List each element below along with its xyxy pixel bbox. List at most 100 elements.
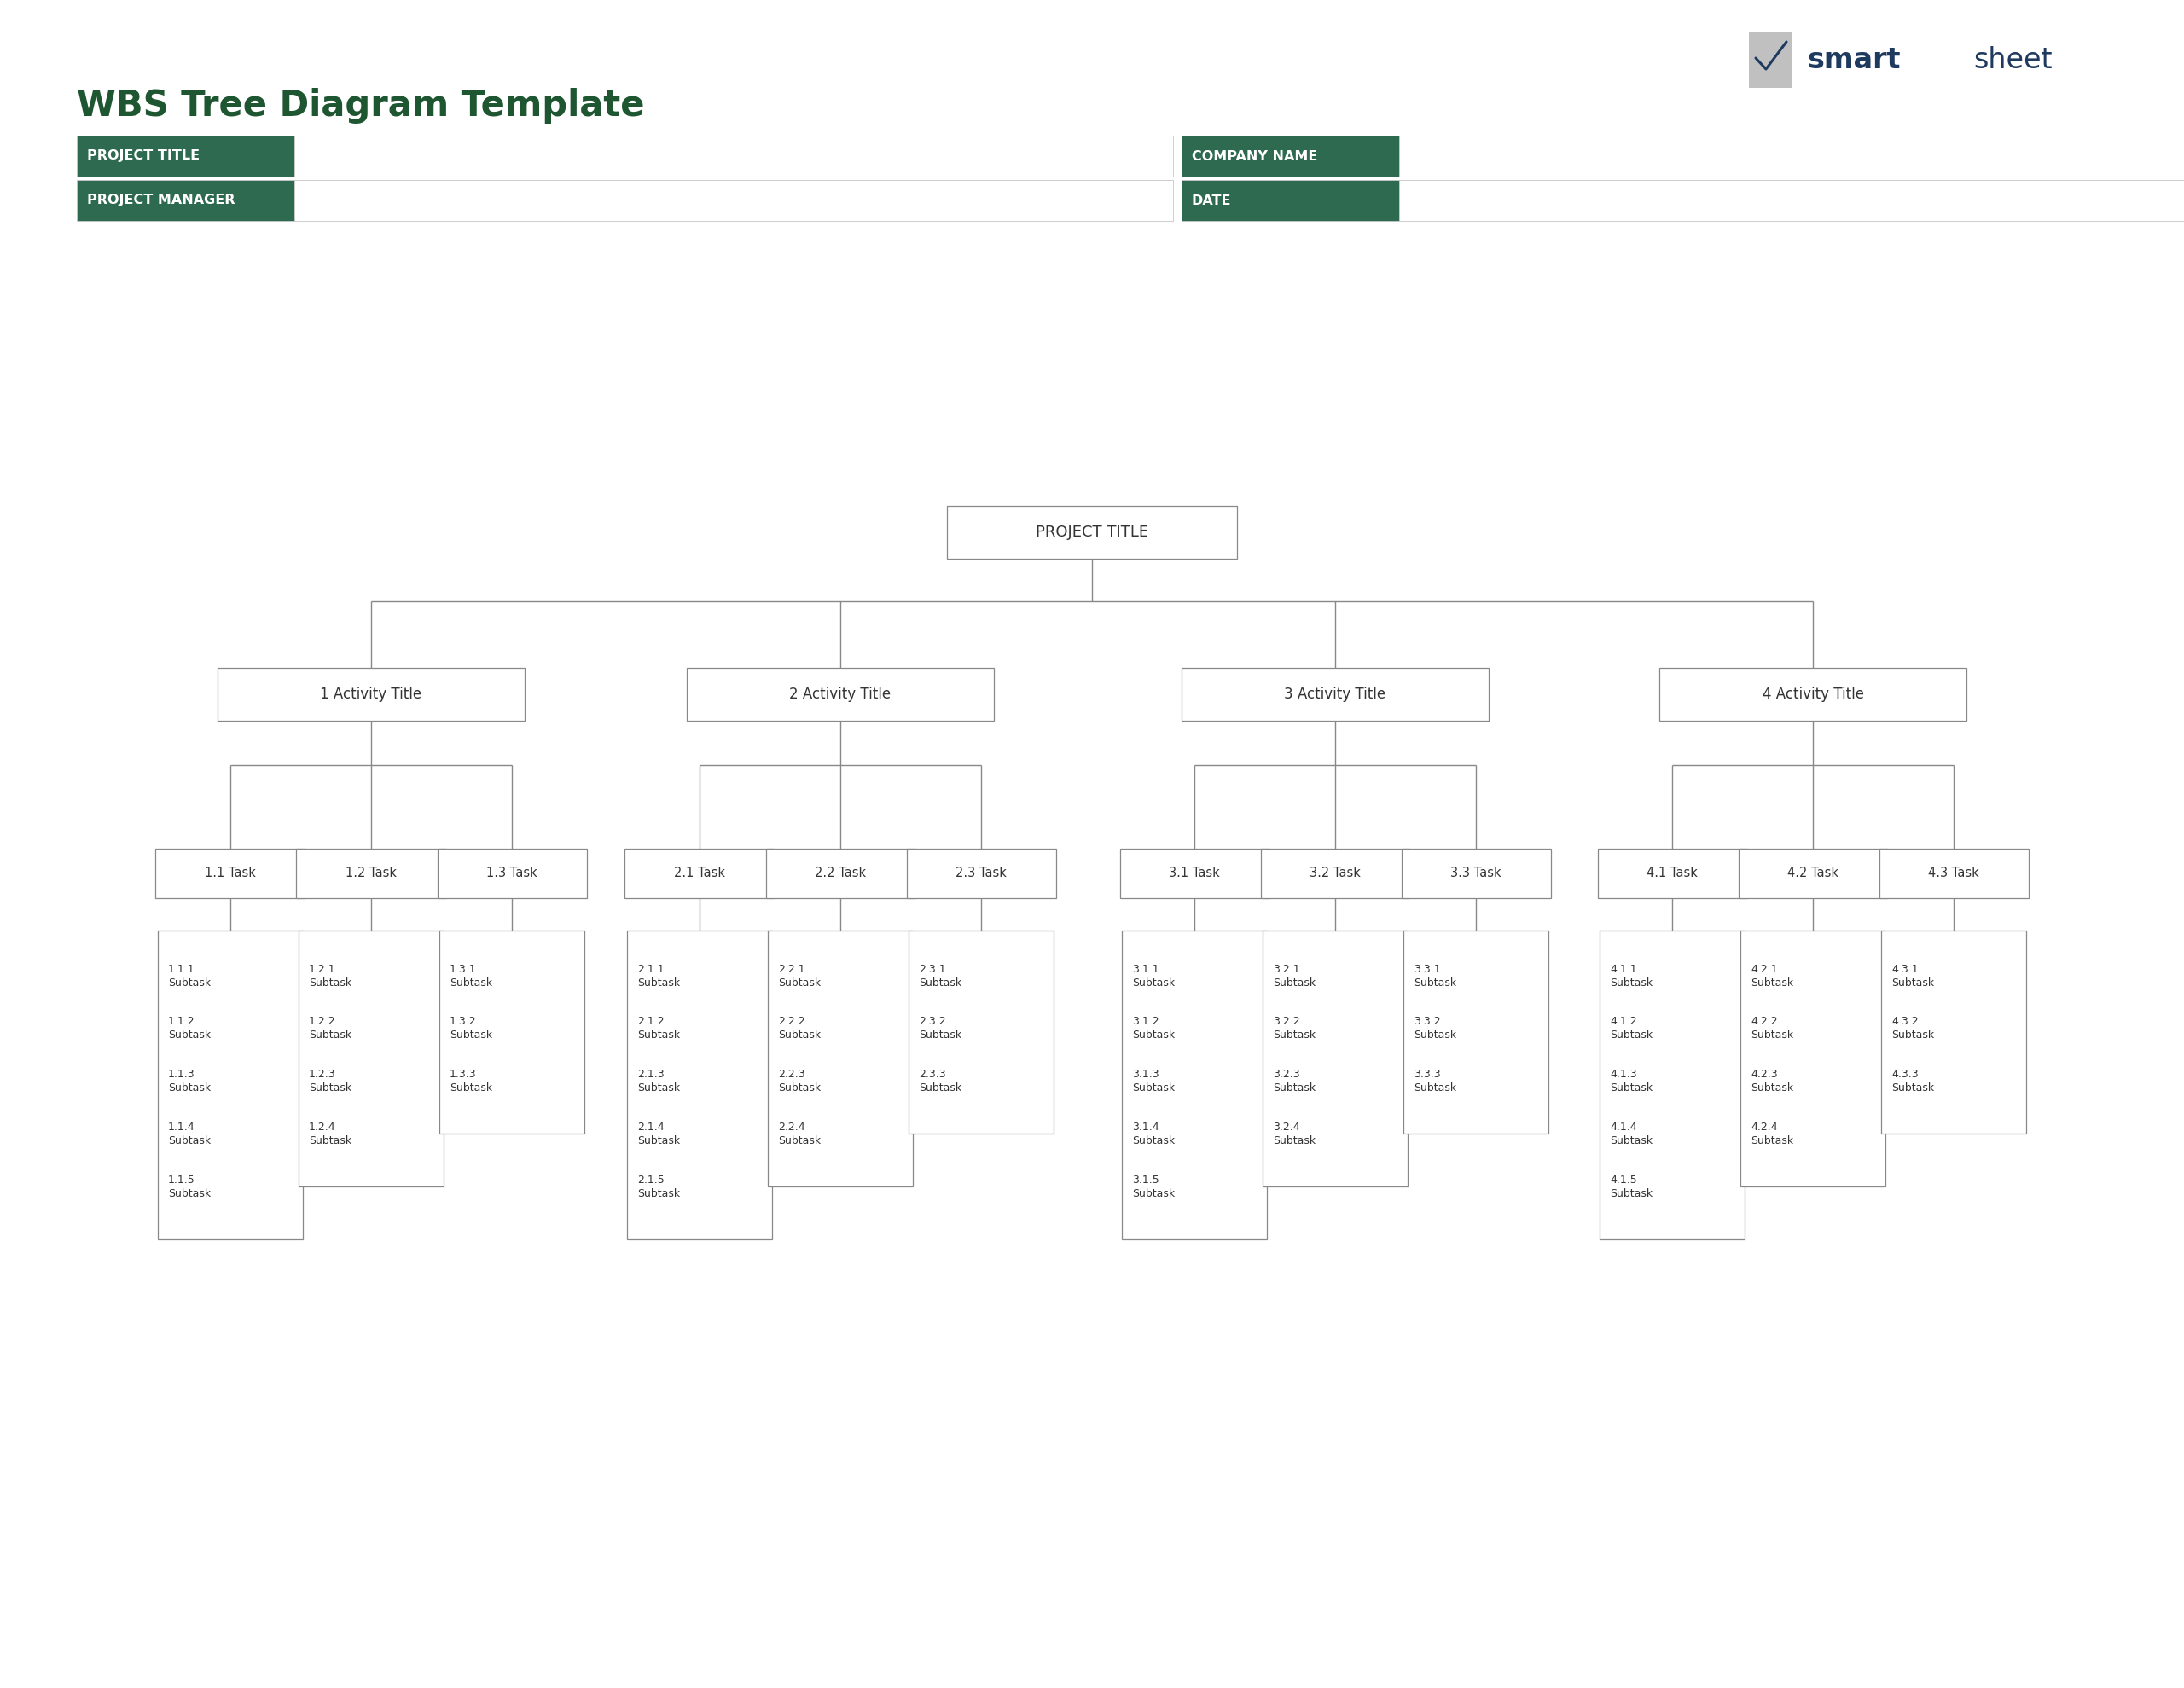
Bar xyxy=(906,849,1055,898)
Text: 4.3.2
Subtask: 4.3.2 Subtask xyxy=(1891,1016,1935,1041)
Bar xyxy=(437,849,587,898)
Text: 1.1 Task: 1.1 Task xyxy=(205,868,256,879)
Text: 2.3.1
Subtask: 2.3.1 Subtask xyxy=(919,964,961,987)
Text: 1.1.5
Subtask: 1.1.5 Subtask xyxy=(168,1175,212,1200)
Text: 1.1.3
Subtask: 1.1.3 Subtask xyxy=(168,1069,212,1094)
Text: 1.2 Task: 1.2 Task xyxy=(345,868,397,879)
Text: 2.1.4
Subtask: 2.1.4 Subtask xyxy=(638,1123,679,1146)
Text: COMPANY NAME: COMPANY NAME xyxy=(1192,150,1317,162)
Bar xyxy=(218,668,524,721)
Text: WBS Tree Diagram Template: WBS Tree Diagram Template xyxy=(76,88,644,123)
Text: 4.2.2
Subtask: 4.2.2 Subtask xyxy=(1752,1016,1793,1041)
Text: 4 Activity Title: 4 Activity Title xyxy=(1762,687,1863,702)
Bar xyxy=(295,135,1173,177)
Text: 1.1.2
Subtask: 1.1.2 Subtask xyxy=(168,1016,212,1041)
Text: 4.2 Task: 4.2 Task xyxy=(1787,868,1839,879)
Text: 3.2.2
Subtask: 3.2.2 Subtask xyxy=(1273,1016,1315,1041)
Text: 2.1.5
Subtask: 2.1.5 Subtask xyxy=(638,1175,679,1200)
Text: 1.2.4
Subtask: 1.2.4 Subtask xyxy=(308,1123,352,1146)
Text: 3.1.4
Subtask: 3.1.4 Subtask xyxy=(1131,1123,1175,1146)
Bar xyxy=(1404,930,1548,1134)
Bar xyxy=(948,506,1236,559)
Bar xyxy=(1123,930,1267,1239)
Bar xyxy=(1738,849,1887,898)
Text: 2.2.1
Subtask: 2.2.1 Subtask xyxy=(778,964,821,987)
Text: 4.1.2
Subtask: 4.1.2 Subtask xyxy=(1610,1016,1653,1041)
Text: 1.3 Task: 1.3 Task xyxy=(487,868,537,879)
Bar xyxy=(1878,849,2029,898)
Text: smart: smart xyxy=(1806,47,1900,74)
Text: 1.2.1
Subtask: 1.2.1 Subtask xyxy=(308,964,352,987)
Text: PROJECT MANAGER: PROJECT MANAGER xyxy=(87,194,236,208)
Text: 2.1.3
Subtask: 2.1.3 Subtask xyxy=(638,1069,679,1094)
Text: 4.1.3
Subtask: 4.1.3 Subtask xyxy=(1610,1069,1653,1094)
Text: 3.3.2
Subtask: 3.3.2 Subtask xyxy=(1413,1016,1457,1041)
Bar xyxy=(76,135,295,177)
Text: 3.2.4
Subtask: 3.2.4 Subtask xyxy=(1273,1123,1315,1146)
Bar xyxy=(155,849,306,898)
Text: 2.3.2
Subtask: 2.3.2 Subtask xyxy=(919,1016,961,1041)
Bar xyxy=(627,930,773,1239)
Text: 1 Activity Title: 1 Activity Title xyxy=(321,687,422,702)
Text: 3.1.1
Subtask: 3.1.1 Subtask xyxy=(1131,964,1175,987)
Bar xyxy=(1182,668,1489,721)
Text: 1.3.1
Subtask: 1.3.1 Subtask xyxy=(450,964,491,987)
Text: 1.3.2
Subtask: 1.3.2 Subtask xyxy=(450,1016,491,1041)
Text: 4.1 Task: 4.1 Task xyxy=(1647,868,1697,879)
Bar xyxy=(767,849,915,898)
Text: 4.2.3
Subtask: 4.2.3 Subtask xyxy=(1752,1069,1793,1094)
Text: 2.3 Task: 2.3 Task xyxy=(957,868,1007,879)
Text: 3.2 Task: 3.2 Task xyxy=(1310,868,1361,879)
Text: 3.3 Task: 3.3 Task xyxy=(1450,868,1500,879)
Text: 1.2.2
Subtask: 1.2.2 Subtask xyxy=(308,1016,352,1041)
Text: 3.2.1
Subtask: 3.2.1 Subtask xyxy=(1273,964,1315,987)
Bar xyxy=(1120,849,1269,898)
Bar xyxy=(1262,930,1409,1187)
Bar xyxy=(297,849,446,898)
Text: 3 Activity Title: 3 Activity Title xyxy=(1284,687,1387,702)
Text: 2.2.3
Subtask: 2.2.3 Subtask xyxy=(778,1069,821,1094)
Bar xyxy=(1260,849,1411,898)
Text: 2.2.4
Subtask: 2.2.4 Subtask xyxy=(778,1123,821,1146)
Bar xyxy=(1749,32,1791,88)
Bar xyxy=(439,930,585,1134)
Bar xyxy=(1400,135,2184,177)
Text: PROJECT TITLE: PROJECT TITLE xyxy=(87,150,199,162)
Text: 4.2.4
Subtask: 4.2.4 Subtask xyxy=(1752,1123,1793,1146)
Bar xyxy=(769,930,913,1187)
Text: 2.1.2
Subtask: 2.1.2 Subtask xyxy=(638,1016,679,1041)
Text: 1.3.3
Subtask: 1.3.3 Subtask xyxy=(450,1069,491,1094)
Text: 2.2.2
Subtask: 2.2.2 Subtask xyxy=(778,1016,821,1041)
Bar xyxy=(1660,668,1966,721)
Text: 3.3.3
Subtask: 3.3.3 Subtask xyxy=(1413,1069,1457,1094)
Text: 4.1.1
Subtask: 4.1.1 Subtask xyxy=(1610,964,1653,987)
Bar xyxy=(909,930,1053,1134)
Text: 2.3.3
Subtask: 2.3.3 Subtask xyxy=(919,1069,961,1094)
Text: 3.1.5
Subtask: 3.1.5 Subtask xyxy=(1131,1175,1175,1200)
Bar xyxy=(1741,930,1885,1187)
Text: 1.2.3
Subtask: 1.2.3 Subtask xyxy=(308,1069,352,1094)
Text: 1.1.1
Subtask: 1.1.1 Subtask xyxy=(168,964,212,987)
Text: 3.2.3
Subtask: 3.2.3 Subtask xyxy=(1273,1069,1315,1094)
Bar xyxy=(1402,849,1551,898)
Bar xyxy=(1880,930,2027,1134)
Bar xyxy=(1182,135,1400,177)
Text: DATE: DATE xyxy=(1192,194,1232,208)
Bar xyxy=(1599,930,1745,1239)
Text: 3.1.3
Subtask: 3.1.3 Subtask xyxy=(1131,1069,1175,1094)
Text: 4.1.4
Subtask: 4.1.4 Subtask xyxy=(1610,1123,1653,1146)
Text: PROJECT TITLE: PROJECT TITLE xyxy=(1035,525,1149,540)
Bar xyxy=(1597,849,1747,898)
Text: 2.1.1
Subtask: 2.1.1 Subtask xyxy=(638,964,679,987)
Bar xyxy=(295,181,1173,221)
Bar xyxy=(1400,181,2184,221)
Text: 3.1.2
Subtask: 3.1.2 Subtask xyxy=(1131,1016,1175,1041)
Bar xyxy=(157,930,304,1239)
Bar xyxy=(299,930,443,1187)
Text: 4.1.5
Subtask: 4.1.5 Subtask xyxy=(1610,1175,1653,1200)
Text: 4.3 Task: 4.3 Task xyxy=(1928,868,1979,879)
Text: 2.2 Task: 2.2 Task xyxy=(815,868,867,879)
Text: 3.3.1
Subtask: 3.3.1 Subtask xyxy=(1413,964,1457,987)
Bar xyxy=(625,849,773,898)
Bar xyxy=(76,181,295,221)
